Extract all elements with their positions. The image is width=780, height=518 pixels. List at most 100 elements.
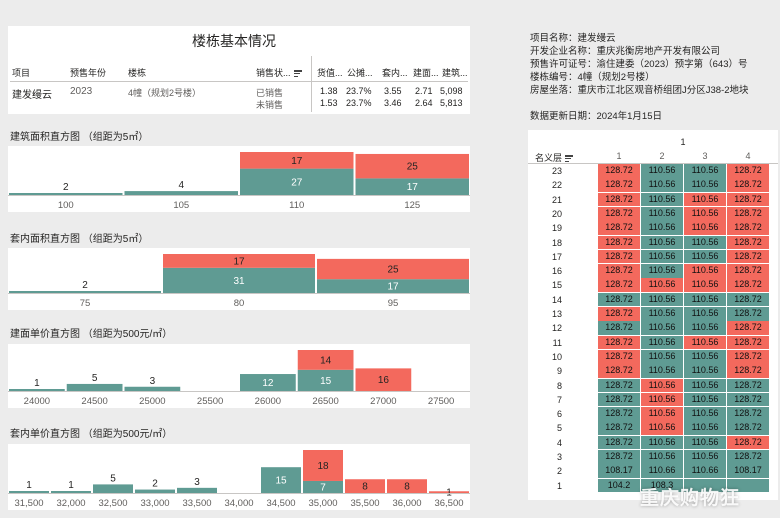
unit-cell[interactable]: 128.72 bbox=[727, 192, 769, 207]
unit-cell[interactable]: 128.72 bbox=[727, 307, 769, 321]
unit-cell[interactable]: 110.56 bbox=[684, 278, 726, 293]
unit-cell[interactable]: 108.3 bbox=[641, 478, 683, 493]
unit-cell[interactable]: 110.56 bbox=[684, 307, 726, 321]
unit-cell[interactable] bbox=[727, 478, 769, 493]
unit-cell[interactable]: 128.72 bbox=[598, 206, 640, 221]
unit-cell[interactable]: 110.56 bbox=[641, 192, 683, 207]
col-building[interactable]: 楼栋 bbox=[128, 68, 147, 78]
unit-cell[interactable]: 128.72 bbox=[598, 292, 640, 307]
unit-cell[interactable]: 128.72 bbox=[598, 235, 640, 250]
unit-cell[interactable]: 128.72 bbox=[598, 364, 640, 378]
unit-cell[interactable]: 128.72 bbox=[727, 364, 769, 378]
row-header[interactable]: 名义层 bbox=[528, 151, 573, 164]
unit-cell[interactable]: 128.72 bbox=[598, 178, 640, 192]
unit-cell[interactable]: 110.56 bbox=[684, 435, 726, 450]
unit-cell[interactable]: 110.56 bbox=[684, 192, 726, 207]
unit-cell[interactable]: 110.56 bbox=[641, 321, 683, 335]
unit-cell[interactable]: 128.72 bbox=[598, 450, 640, 464]
unit-cell[interactable]: 110.56 bbox=[641, 278, 683, 293]
unit-cell[interactable]: 128.72 bbox=[727, 292, 769, 307]
unit-cell[interactable]: 110.56 bbox=[684, 292, 726, 307]
unit-cell[interactable]: 110.56 bbox=[684, 364, 726, 378]
unit-cell[interactable]: 110.56 bbox=[641, 364, 683, 378]
unit-cell[interactable]: 110.56 bbox=[641, 249, 683, 264]
unit-cell[interactable]: 128.72 bbox=[727, 264, 769, 278]
unit-cell[interactable]: 110.56 bbox=[684, 335, 726, 350]
unit-cell[interactable]: 128.72 bbox=[598, 349, 640, 364]
unit-cell[interactable]: 128.72 bbox=[727, 349, 769, 364]
unit-cell[interactable]: 128.72 bbox=[598, 249, 640, 264]
unit-cell[interactable]: 110.56 bbox=[684, 206, 726, 221]
unit-cell[interactable]: 110.56 bbox=[641, 335, 683, 350]
unit-cell[interactable]: 128.72 bbox=[598, 278, 640, 293]
unit-cell[interactable]: 110.56 bbox=[641, 378, 683, 393]
unit-cell[interactable]: 110.56 bbox=[641, 221, 683, 235]
unit-cell[interactable]: 110.56 bbox=[641, 421, 683, 436]
unit-cell[interactable]: 110.56 bbox=[684, 349, 726, 364]
unit-cell[interactable]: 128.72 bbox=[727, 407, 769, 421]
unit-cell[interactable]: 110.56 bbox=[684, 392, 726, 407]
unit-cell[interactable]: 110.56 bbox=[641, 435, 683, 450]
unit-cell[interactable]: 128.72 bbox=[727, 321, 769, 335]
unit-cell[interactable]: 128.72 bbox=[598, 335, 640, 350]
unit-cell[interactable]: 110.56 bbox=[684, 235, 726, 250]
col-build-area[interactable]: 建面... bbox=[413, 68, 439, 78]
unit-cell[interactable]: 128.72 bbox=[727, 249, 769, 264]
unit-cell[interactable] bbox=[684, 478, 726, 493]
unit-cell[interactable]: 110.56 bbox=[641, 307, 683, 321]
unit-cell[interactable]: 128.72 bbox=[727, 435, 769, 450]
col-share[interactable]: 公摊... bbox=[347, 68, 373, 78]
unit-cell[interactable]: 110.56 bbox=[684, 178, 726, 192]
unit-cell[interactable]: 128.72 bbox=[727, 206, 769, 221]
unit-cell[interactable]: 110.56 bbox=[641, 392, 683, 407]
unit-cell[interactable]: 110.56 bbox=[641, 349, 683, 364]
unit-cell[interactable]: 128.72 bbox=[727, 221, 769, 235]
unit-cell[interactable]: 128.72 bbox=[727, 235, 769, 250]
unit-cell[interactable]: 128.72 bbox=[727, 421, 769, 436]
unit-cell[interactable]: 128.72 bbox=[598, 421, 640, 436]
unit-cell[interactable]: 110.56 bbox=[641, 264, 683, 278]
col-status[interactable]: 销售状... bbox=[256, 66, 302, 79]
unit-cell[interactable]: 110.56 bbox=[684, 264, 726, 278]
unit-cell[interactable]: 110.56 bbox=[684, 450, 726, 464]
unit-cell[interactable]: 110.56 bbox=[641, 164, 683, 178]
unit-cell[interactable]: 128.72 bbox=[727, 278, 769, 293]
unit-cell[interactable]: 108.17 bbox=[727, 464, 769, 478]
col-build-price[interactable]: 建筑... bbox=[442, 68, 468, 78]
unit-cell[interactable]: 128.72 bbox=[727, 164, 769, 178]
unit-cell[interactable]: 110.56 bbox=[641, 178, 683, 192]
unit-cell[interactable]: 110.56 bbox=[641, 292, 683, 307]
unit-cell[interactable]: 110.56 bbox=[684, 321, 726, 335]
unit-cell[interactable]: 110.56 bbox=[684, 249, 726, 264]
col-project[interactable]: 项目 bbox=[12, 68, 31, 78]
sort-icon[interactable] bbox=[565, 154, 573, 163]
unit-cell[interactable]: 128.72 bbox=[598, 164, 640, 178]
unit-cell[interactable]: 110.66 bbox=[641, 464, 683, 478]
unit-cell[interactable]: 128.72 bbox=[727, 178, 769, 192]
unit-cell[interactable]: 128.72 bbox=[727, 392, 769, 407]
col-inner[interactable]: 套内... bbox=[382, 68, 408, 78]
unit-cell[interactable]: 104.2 bbox=[598, 478, 640, 493]
unit-cell[interactable]: 110.56 bbox=[641, 407, 683, 421]
unit-cell[interactable]: 110.56 bbox=[684, 164, 726, 178]
unit-cell[interactable]: 110.56 bbox=[684, 378, 726, 393]
col-value[interactable]: 货值... bbox=[317, 68, 343, 78]
col-year[interactable]: 预售年份 bbox=[70, 68, 107, 78]
unit-cell[interactable]: 110.56 bbox=[641, 450, 683, 464]
unit-cell[interactable]: 128.72 bbox=[727, 378, 769, 393]
unit-cell[interactable]: 128.72 bbox=[598, 192, 640, 207]
unit-cell[interactable]: 128.72 bbox=[727, 335, 769, 350]
unit-cell[interactable]: 110.56 bbox=[684, 221, 726, 235]
unit-cell[interactable]: 110.56 bbox=[684, 407, 726, 421]
unit-cell[interactable]: 128.72 bbox=[598, 392, 640, 407]
unit-cell[interactable]: 128.72 bbox=[598, 264, 640, 278]
unit-cell[interactable]: 128.72 bbox=[598, 435, 640, 450]
unit-cell[interactable]: 128.72 bbox=[598, 221, 640, 235]
unit-cell[interactable]: 110.66 bbox=[684, 464, 726, 478]
unit-cell[interactable]: 128.72 bbox=[598, 378, 640, 393]
unit-cell[interactable]: 128.72 bbox=[598, 307, 640, 321]
unit-cell[interactable]: 108.17 bbox=[598, 464, 640, 478]
unit-cell[interactable]: 110.56 bbox=[641, 235, 683, 250]
sort-icon[interactable] bbox=[293, 69, 302, 78]
unit-cell[interactable]: 128.72 bbox=[598, 407, 640, 421]
